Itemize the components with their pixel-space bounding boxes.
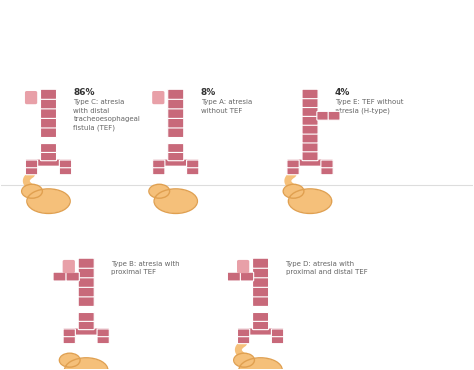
FancyBboxPatch shape (253, 321, 269, 330)
FancyBboxPatch shape (187, 167, 199, 175)
FancyBboxPatch shape (253, 287, 269, 297)
FancyBboxPatch shape (78, 258, 94, 268)
FancyBboxPatch shape (59, 160, 72, 168)
Ellipse shape (60, 354, 80, 367)
FancyBboxPatch shape (168, 127, 184, 138)
FancyBboxPatch shape (302, 98, 318, 108)
FancyBboxPatch shape (317, 111, 328, 120)
Text: Type B: atresia with
proximal TEF: Type B: atresia with proximal TEF (111, 260, 180, 275)
FancyBboxPatch shape (168, 108, 184, 118)
FancyBboxPatch shape (78, 313, 94, 322)
Ellipse shape (65, 358, 108, 370)
FancyBboxPatch shape (272, 336, 283, 344)
FancyBboxPatch shape (302, 125, 318, 134)
FancyBboxPatch shape (302, 151, 318, 161)
FancyBboxPatch shape (253, 268, 269, 278)
Ellipse shape (155, 189, 197, 213)
FancyBboxPatch shape (238, 329, 283, 334)
FancyBboxPatch shape (287, 160, 299, 168)
FancyBboxPatch shape (302, 142, 318, 152)
FancyBboxPatch shape (40, 127, 56, 138)
FancyBboxPatch shape (26, 160, 37, 168)
FancyBboxPatch shape (63, 329, 75, 337)
FancyBboxPatch shape (253, 313, 269, 322)
FancyBboxPatch shape (168, 152, 184, 161)
Text: 86%: 86% (73, 88, 95, 97)
FancyBboxPatch shape (240, 272, 254, 281)
FancyBboxPatch shape (78, 321, 94, 330)
FancyBboxPatch shape (328, 111, 340, 120)
Text: 8%: 8% (201, 88, 216, 97)
FancyBboxPatch shape (302, 116, 318, 125)
FancyBboxPatch shape (78, 277, 94, 287)
FancyBboxPatch shape (237, 260, 249, 273)
FancyBboxPatch shape (302, 134, 318, 143)
FancyBboxPatch shape (40, 89, 56, 99)
FancyBboxPatch shape (321, 160, 333, 168)
Text: Type C: atresia
with distal
tracheoesophageal
fistula (TEF): Type C: atresia with distal tracheoesoph… (73, 99, 140, 131)
FancyBboxPatch shape (153, 167, 165, 175)
Text: Type D: atresia with
proximal and distal TEF: Type D: atresia with proximal and distal… (285, 260, 367, 275)
FancyBboxPatch shape (153, 159, 198, 166)
FancyBboxPatch shape (64, 329, 109, 334)
FancyBboxPatch shape (26, 159, 71, 166)
FancyBboxPatch shape (66, 272, 79, 281)
FancyBboxPatch shape (253, 277, 269, 287)
FancyBboxPatch shape (40, 108, 56, 118)
FancyBboxPatch shape (253, 258, 269, 268)
FancyBboxPatch shape (253, 296, 269, 306)
FancyBboxPatch shape (63, 336, 75, 344)
FancyBboxPatch shape (272, 329, 283, 337)
FancyBboxPatch shape (228, 272, 241, 281)
FancyBboxPatch shape (168, 118, 184, 128)
Ellipse shape (234, 354, 254, 367)
FancyBboxPatch shape (97, 329, 109, 337)
FancyBboxPatch shape (153, 160, 165, 168)
FancyBboxPatch shape (302, 89, 318, 99)
Ellipse shape (27, 189, 70, 213)
FancyBboxPatch shape (237, 336, 250, 344)
FancyBboxPatch shape (287, 167, 299, 175)
FancyBboxPatch shape (187, 160, 199, 168)
Ellipse shape (289, 189, 331, 213)
FancyBboxPatch shape (168, 89, 184, 99)
FancyBboxPatch shape (78, 296, 94, 306)
FancyBboxPatch shape (302, 107, 318, 117)
Text: 4%: 4% (335, 88, 350, 97)
Text: Type A: atresia
without TEF: Type A: atresia without TEF (201, 99, 252, 114)
Ellipse shape (239, 358, 282, 370)
FancyBboxPatch shape (25, 91, 37, 104)
FancyBboxPatch shape (26, 167, 37, 175)
FancyBboxPatch shape (59, 167, 72, 175)
Ellipse shape (149, 185, 169, 198)
FancyBboxPatch shape (40, 118, 56, 128)
FancyBboxPatch shape (78, 287, 94, 297)
FancyBboxPatch shape (168, 99, 184, 109)
FancyBboxPatch shape (97, 336, 109, 344)
Ellipse shape (22, 185, 42, 198)
FancyBboxPatch shape (152, 91, 164, 104)
FancyBboxPatch shape (40, 152, 56, 161)
FancyBboxPatch shape (63, 260, 75, 273)
FancyBboxPatch shape (40, 99, 56, 109)
Ellipse shape (283, 185, 303, 198)
FancyBboxPatch shape (78, 268, 94, 278)
FancyBboxPatch shape (168, 144, 184, 152)
FancyBboxPatch shape (237, 329, 250, 337)
FancyBboxPatch shape (321, 167, 333, 175)
FancyBboxPatch shape (287, 159, 333, 166)
Text: Type E: TEF without
atresia (H-type): Type E: TEF without atresia (H-type) (335, 99, 403, 114)
FancyBboxPatch shape (40, 144, 56, 152)
FancyBboxPatch shape (53, 272, 66, 281)
